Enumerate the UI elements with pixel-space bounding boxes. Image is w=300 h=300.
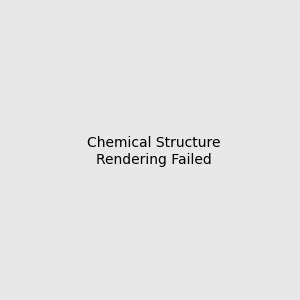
Text: Chemical Structure
Rendering Failed: Chemical Structure Rendering Failed	[87, 136, 220, 166]
